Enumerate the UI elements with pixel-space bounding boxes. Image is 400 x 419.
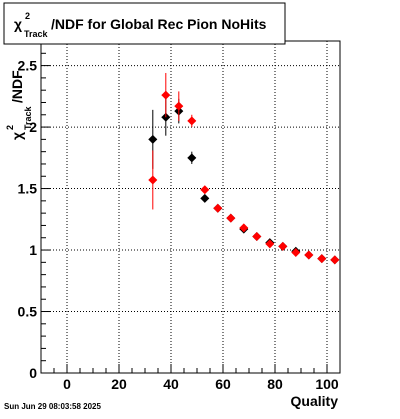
chart-title-symbol: χ [14, 16, 22, 32]
x-tick-label: 0 [63, 376, 71, 392]
plot-frame [40, 40, 341, 374]
chart-title: /NDF for Global Rec Pion NoHits [51, 16, 267, 32]
data-point [174, 101, 184, 111]
y-tick-label: 2.5 [18, 58, 38, 74]
data-point [200, 185, 210, 195]
y-axis-title-text: /NDF [9, 70, 25, 103]
x-tick-label: 40 [163, 376, 179, 392]
y-axis-title: χ 2 Track /NDF [5, 70, 33, 140]
data-point [278, 241, 288, 251]
footer-timestamp: Sun Jun 29 08:03:58 2025 [4, 402, 101, 411]
data-point [148, 175, 158, 185]
data-point [200, 193, 210, 203]
data-point [304, 250, 314, 260]
data-point [252, 232, 262, 242]
data-point [330, 255, 340, 265]
grid-layer [41, 41, 340, 374]
data-point [161, 90, 171, 100]
data-layer [148, 72, 340, 265]
y-tick-label: 1 [29, 242, 37, 258]
x-tick-label: 100 [315, 376, 339, 392]
data-point [291, 247, 301, 257]
data-point [317, 254, 327, 264]
y-axis-title-sup: 2 [5, 125, 15, 130]
data-point [213, 203, 223, 213]
x-tick-label: 20 [111, 376, 127, 392]
y-tick-label: 0 [29, 365, 37, 381]
tick-layer [40, 40, 341, 374]
x-axis-title: Quality [291, 393, 339, 409]
x-tick-label: 60 [215, 376, 231, 392]
y-axis-title-symbol: χ [9, 132, 25, 140]
chart-title-sup: 2 [25, 11, 30, 21]
chart-title-box: χ 2 Track /NDF for Global Rec Pion NoHit… [3, 2, 286, 45]
chart-title-sub: Track [24, 29, 49, 39]
x-tick-label: 80 [267, 376, 283, 392]
data-point [239, 223, 249, 233]
data-point [265, 239, 275, 249]
data-point [226, 213, 236, 223]
y-axis-title-sub: Track [23, 105, 33, 130]
y-tick-label: 2 [29, 119, 37, 135]
tick-label-layer: 0 20 40 60 80 100 0 0.5 1 1.5 2 2.5 [18, 58, 339, 392]
data-point [187, 153, 197, 163]
data-point [148, 134, 158, 144]
y-tick-label: 0.5 [18, 304, 38, 320]
y-tick-label: 1.5 [18, 181, 38, 197]
data-point [187, 116, 197, 126]
